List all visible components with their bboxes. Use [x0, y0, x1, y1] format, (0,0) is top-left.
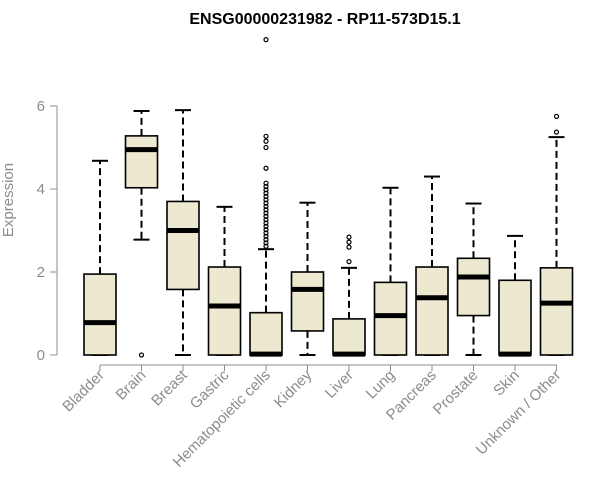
outlier-point [263, 138, 269, 144]
outlier-point [346, 239, 352, 245]
box-group [456, 202, 491, 356]
outlier-point [263, 36, 269, 43]
iqr-box [332, 318, 366, 356]
outlier-point [553, 129, 560, 135]
box-group [166, 109, 200, 356]
iqr-box [539, 267, 574, 356]
iqr-box [498, 279, 532, 356]
outlier-point [263, 217, 269, 223]
iqr-box [207, 266, 242, 356]
x-tick-label: Liver [322, 367, 357, 402]
outlier-point [263, 200, 269, 206]
outlier-point [263, 210, 269, 216]
x-tick-label: Skin [490, 367, 523, 400]
iqr-box [249, 311, 283, 356]
outlier-point [263, 213, 269, 219]
iqr-box [124, 135, 159, 189]
outlier-point [263, 203, 269, 210]
outlier-point [263, 243, 269, 249]
box-series [83, 36, 574, 358]
y-tick-label: 0 [37, 347, 45, 364]
iqr-box [456, 257, 491, 317]
y-tick-label: 6 [37, 98, 45, 115]
outlier-point [346, 244, 352, 250]
outlier-point [263, 133, 269, 139]
iqr-box [373, 281, 408, 356]
iqr-box [83, 273, 117, 356]
x-tick-label: Bladder [59, 367, 108, 416]
box-group [498, 234, 532, 357]
box-group [539, 113, 574, 356]
outlier-point [553, 113, 560, 119]
outlier-point [263, 165, 269, 171]
y-axis: 0 2 4 6 [37, 98, 58, 364]
outlier-point [263, 207, 269, 213]
chart-title: ENSG00000231982 - RP11-573D15.1 [189, 11, 460, 28]
outlier-point [263, 180, 269, 186]
x-tick-label: Breast [148, 366, 191, 409]
iqr-box [290, 271, 325, 332]
outlier-point [263, 227, 269, 233]
outlier-point [263, 187, 269, 193]
y-tick-label: 2 [37, 264, 45, 281]
y-axis-label: Expression [0, 163, 17, 237]
outlier-point [263, 230, 269, 236]
box-group [249, 36, 283, 357]
outlier-point [346, 234, 352, 240]
x-tick-label: Lung [363, 367, 399, 403]
outlier-point [263, 223, 269, 229]
y-tick-label: 4 [37, 181, 45, 198]
box-group [415, 175, 449, 356]
box-group [124, 109, 159, 358]
box-group [332, 234, 366, 357]
outlier-point [138, 352, 145, 358]
iqr-box [415, 266, 449, 356]
box-group [207, 205, 242, 356]
box-group [83, 159, 117, 356]
outlier-point [263, 240, 269, 246]
x-tick-label: Prostate [430, 367, 482, 419]
iqr-box [166, 200, 200, 291]
outlier-point [263, 190, 269, 196]
outlier-point [263, 237, 269, 243]
x-tick-label: Brain [113, 367, 150, 404]
box-group [290, 201, 325, 356]
outlier-point [263, 183, 269, 190]
box-group [373, 186, 408, 356]
x-tick-label: Kidney [271, 366, 316, 411]
outlier-point [346, 259, 352, 265]
outlier-point [263, 233, 269, 239]
outlier-point [263, 220, 269, 226]
outlier-point [263, 193, 269, 200]
outlier-point [263, 144, 269, 151]
outlier-point [263, 197, 269, 203]
